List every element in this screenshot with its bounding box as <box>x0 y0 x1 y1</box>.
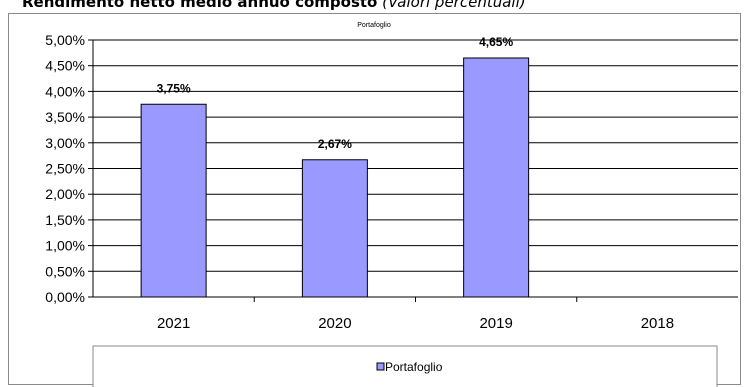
y-tick-label: 5,00% <box>45 32 85 48</box>
bar-2020 <box>301 159 368 298</box>
y-tick-label: 4,50% <box>45 58 85 74</box>
legend-swatch <box>376 362 385 371</box>
legend-label: Portafoglio <box>385 360 443 374</box>
y-tick-label: 3,00% <box>45 135 85 151</box>
legend: Portafoglio <box>92 345 718 387</box>
data-label-2019: 4,65% <box>479 35 513 49</box>
bars <box>140 57 530 298</box>
y-tick-label: 1,00% <box>45 238 85 254</box>
x-tick-label-2018: 2018 <box>641 315 674 332</box>
axes <box>92 40 738 298</box>
data-label-2021: 3,75% <box>157 81 191 95</box>
data-labels: 3,75% 2,67% 4,65% <box>157 35 514 151</box>
y-tick-label: 3,50% <box>45 109 85 125</box>
legend-box <box>92 345 718 387</box>
y-tick-label: 1,50% <box>45 212 85 228</box>
heading-italic-text: (Valori percentuali) <box>382 0 526 11</box>
y-tick-label: 4,00% <box>45 83 85 99</box>
x-tick-label-2019: 2019 <box>479 315 512 332</box>
y-tick-label: 2,50% <box>45 161 85 177</box>
y-tick-label: 0,00% <box>45 289 85 305</box>
y-tick-label: 0,50% <box>45 263 85 279</box>
data-label-2020: 2,67% <box>318 137 352 151</box>
y-tick-label: 2,00% <box>45 186 85 202</box>
x-tick-label-2020: 2020 <box>318 315 351 332</box>
bar-2021 <box>140 103 207 298</box>
y-axis-ticks: 0,00% 0,50% 1,00% 1,50% 2,00% 2,50% 3,00% 3,50%… <box>45 32 93 305</box>
heading-bold-text: Rendimento netto medio annuo composto <box>22 0 378 11</box>
chart-title: Portafoglio <box>357 22 391 29</box>
x-tick-label-2021: 2021 <box>157 315 190 332</box>
x-axis-ticks: 2021 2020 2019 2018 <box>157 297 674 332</box>
bar-2019 <box>463 57 530 298</box>
page-heading: Rendimento netto medio annuo composto (V… <box>22 0 526 11</box>
